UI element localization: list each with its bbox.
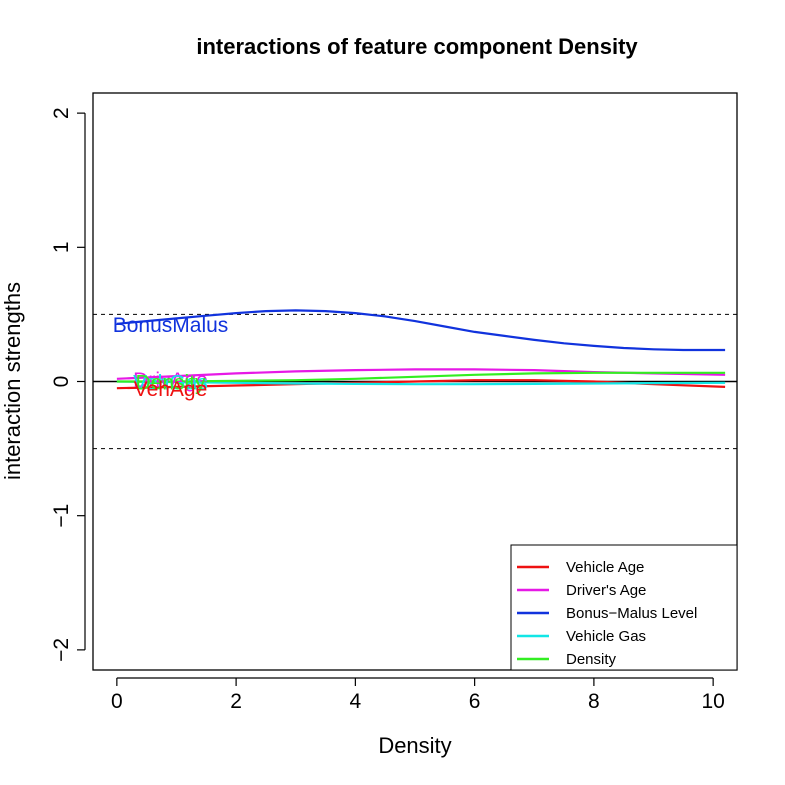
x-tick-label: 2	[230, 690, 242, 713]
x-tick-label: 6	[469, 690, 481, 713]
legend-label-density: Density	[566, 651, 617, 668]
y-tick-label: −1	[50, 504, 73, 528]
x-tick-label: 4	[350, 690, 362, 713]
series-label-vehgas: VehGas	[133, 372, 208, 395]
y-tick-label: 0	[50, 376, 73, 388]
legend-label-vehicle-age: Vehicle Age	[566, 559, 644, 576]
series-label-drivage: DrivAge	[133, 369, 208, 392]
chart-title: interactions of feature component Densit…	[196, 34, 638, 59]
x-axis: 0 2 4 6 8 10	[111, 677, 725, 713]
series-label-bonusmalus: BonusMalus	[113, 314, 229, 337]
legend: Vehicle Age Driver's Age Bonus−Malus Level…	[510, 544, 738, 671]
y-tick-label: −2	[50, 638, 73, 662]
series-line-density	[116, 371, 726, 383]
legend-label-vehicle-gas: Vehicle Gas	[566, 628, 646, 645]
y-tick-label: 1	[50, 241, 73, 253]
x-tick-label: 10	[701, 690, 724, 713]
x-tick-label: 0	[111, 690, 123, 713]
series-line-bonus-malus-level	[116, 309, 726, 352]
legend-label-bonus-malus-level: Bonus−Malus Level	[566, 605, 697, 622]
x-tick-label: 8	[588, 690, 600, 713]
series-lines	[116, 309, 726, 390]
series-label-vehage: VehAge	[134, 378, 208, 401]
y-axis-label: interaction strengths	[0, 282, 25, 480]
series-line-vehicle-gas	[116, 380, 726, 386]
legend-label-driver-s-age: Driver's Age	[566, 582, 646, 599]
y-axis: −2 −1 0 1 2	[50, 107, 86, 662]
series-label-density: Density	[136, 372, 207, 395]
x-axis-label: Density	[378, 733, 451, 758]
y-tick-label: 2	[50, 107, 73, 119]
